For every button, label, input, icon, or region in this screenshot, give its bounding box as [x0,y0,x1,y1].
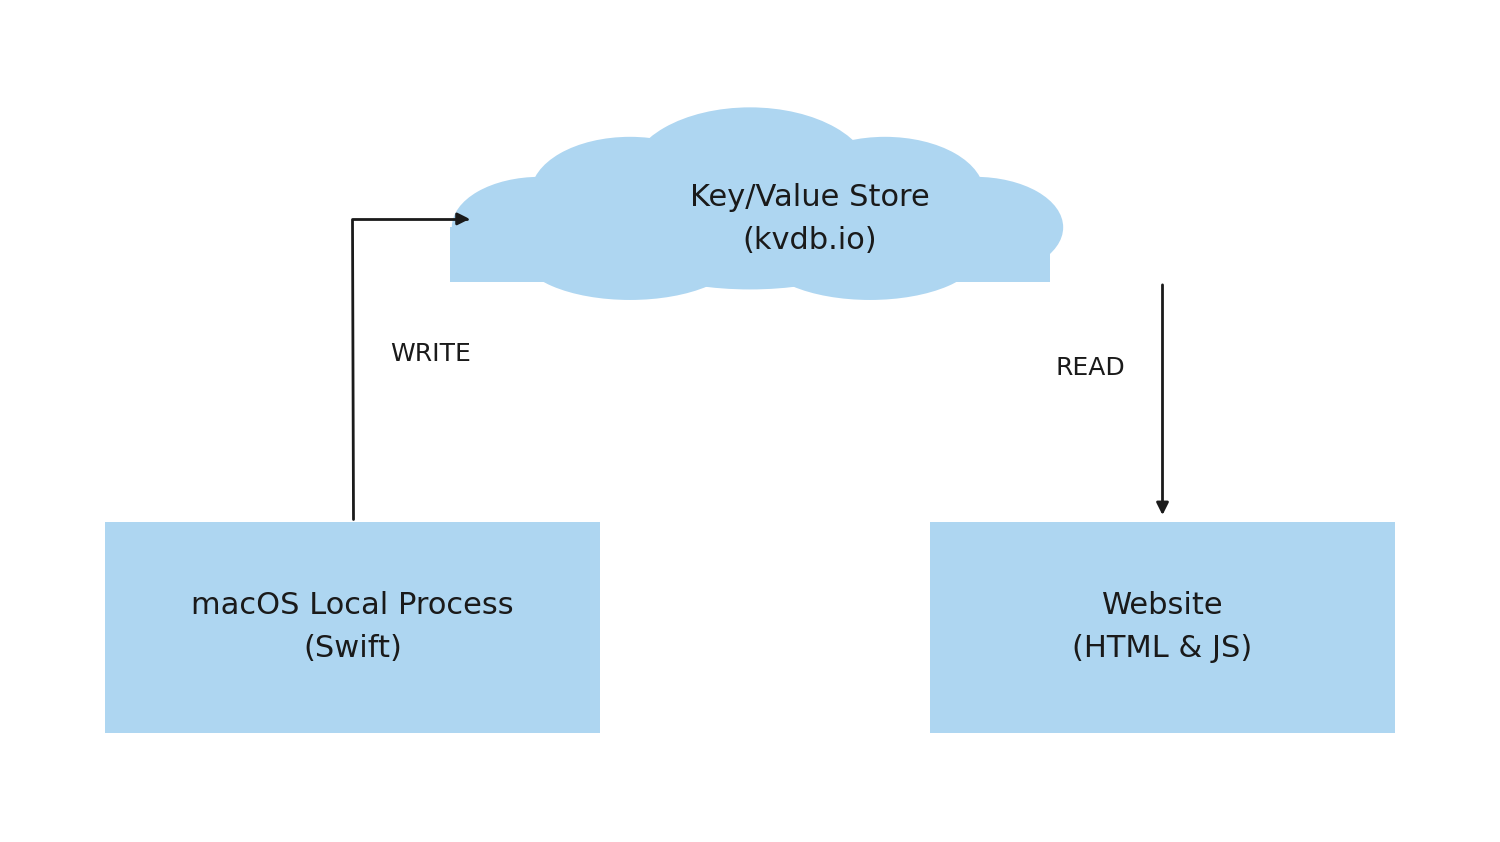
Bar [930,522,1395,733]
Ellipse shape [786,136,984,251]
Ellipse shape [606,182,894,290]
Ellipse shape [520,205,740,300]
Text: Key/Value Store
(kvdb.io): Key/Value Store (kvdb.io) [690,183,930,255]
Text: WRITE: WRITE [390,342,471,365]
Text: Website
(HTML & JS): Website (HTML & JS) [1072,591,1252,663]
Ellipse shape [452,177,628,278]
Bar [105,522,600,733]
Ellipse shape [886,177,1064,278]
Ellipse shape [628,107,872,247]
Bar [450,227,1050,282]
Ellipse shape [531,136,729,251]
Ellipse shape [760,205,980,300]
Text: READ: READ [1056,356,1125,381]
Text: macOS Local Process
(Swift): macOS Local Process (Swift) [190,591,514,663]
